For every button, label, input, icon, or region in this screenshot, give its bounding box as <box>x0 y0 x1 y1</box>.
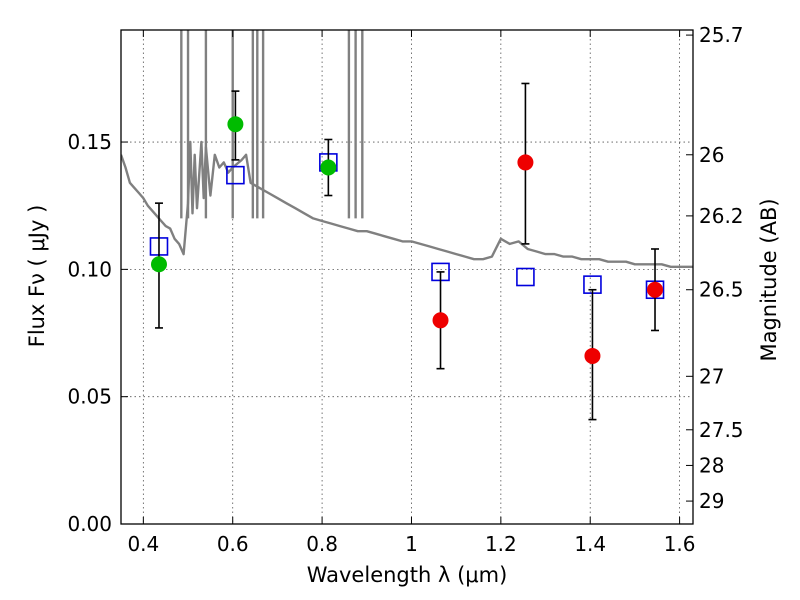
model-spectrum-line <box>121 140 693 268</box>
y-tick-label: 0.10 <box>67 257 112 281</box>
y2-tick-label: 29 <box>699 489 724 513</box>
y2-tick-label: 26.2 <box>699 204 744 228</box>
y-axis-title: Flux Fν ( μJy ) <box>25 205 49 348</box>
y-tick-label: 0.15 <box>67 130 112 154</box>
y2-tick-label: 25.7 <box>699 23 744 47</box>
y2-tick-label: 27 <box>699 364 724 388</box>
red-data-point <box>517 154 534 171</box>
plot-area <box>121 30 693 421</box>
x-axis-title: Wavelength λ (μm) <box>307 563 508 587</box>
x-tick-label: 1.2 <box>485 532 517 556</box>
x-tick-label: 1.6 <box>664 532 696 556</box>
x-tick-label: 1.4 <box>574 532 606 556</box>
y2-tick-label: 28 <box>699 453 724 477</box>
tick-labels: 0.4 0.6 0.8 1 1.2 1.4 1.6 0.00 0.05 0.10 0.15 25.7 2… <box>67 23 743 556</box>
y2-tick-label: 26 <box>699 143 724 167</box>
green-data-point <box>227 116 244 133</box>
x-tick-label: 0.4 <box>127 532 159 556</box>
green-data-point <box>320 159 337 176</box>
red-data-point <box>432 312 449 329</box>
y2-tick-label: 26.5 <box>699 278 744 302</box>
plot-frame <box>120 29 694 525</box>
y2-tick-label: 27.5 <box>699 418 744 442</box>
y2-axis-title: Magnitude (AB) <box>757 198 781 361</box>
model-photometry-square <box>226 165 245 185</box>
red-data-point <box>584 347 601 364</box>
x-tick-label: 0.8 <box>306 532 338 556</box>
model-photometry-square <box>516 267 535 287</box>
red-data-point <box>647 281 664 298</box>
x-tick-label: 1 <box>405 532 418 556</box>
y-tick-label: 0.00 <box>67 512 112 536</box>
y-tick-label: 0.05 <box>67 385 112 409</box>
x-tick-label: 0.6 <box>217 532 249 556</box>
axis-ticks <box>121 30 693 525</box>
green-data-point <box>150 256 167 273</box>
